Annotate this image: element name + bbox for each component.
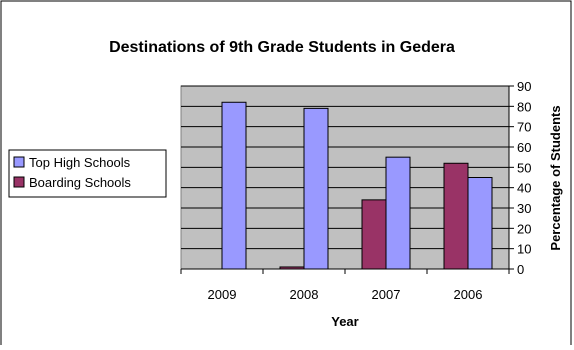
legend-box [8, 149, 167, 198]
bar [385, 156, 411, 270]
y-tick-label: 0 [517, 262, 524, 277]
y-tick-label: 90 [517, 79, 531, 94]
y-tick-label: 70 [517, 120, 531, 135]
legend-label: Boarding Schools [29, 175, 131, 190]
chart-title: Destinations of 9th Grade Students in Ge… [109, 39, 455, 56]
y-tick-labels: 0 10 20 30 40 50 60 70 80 90 [517, 79, 531, 277]
y-tick-label: 80 [517, 99, 531, 114]
bar [467, 177, 493, 270]
legend-swatch [13, 156, 25, 168]
bar [303, 107, 329, 270]
x-tick-label: 2007 [372, 287, 401, 302]
x-tick-labels: 2009 2008 2007 2006 [208, 287, 483, 302]
y-tick-label: 10 [517, 242, 531, 257]
y-tick-label: 50 [517, 160, 531, 175]
y-tick-label: 60 [517, 140, 531, 155]
y-tick-label: 20 [517, 221, 531, 236]
x-axis-title: Year [331, 314, 358, 329]
legend-label: Top High Schools [29, 155, 131, 170]
x-tick-label: 2009 [208, 287, 237, 302]
bars [221, 101, 493, 270]
y-axis-title: Percentage of Students [548, 105, 563, 250]
y-tick-label: 30 [517, 201, 531, 216]
x-tick-label: 2006 [454, 287, 483, 302]
legend: Top High Schools Boarding Schools [8, 149, 167, 198]
y-tick-label: 40 [517, 181, 531, 196]
x-tick-label: 2008 [290, 287, 319, 302]
bar [221, 101, 247, 270]
legend-swatch [13, 176, 25, 188]
bar [361, 199, 387, 270]
bar [443, 162, 469, 270]
axes [180, 85, 514, 274]
